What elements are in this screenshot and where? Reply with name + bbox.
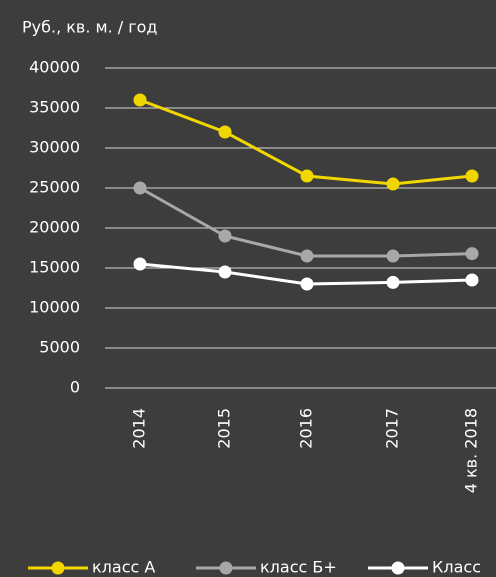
legend-marker <box>219 561 233 575</box>
legend-marker <box>391 561 405 575</box>
legend-marker <box>51 561 65 575</box>
y-axis-label: Руб., кв. м. / год <box>22 18 157 37</box>
x-tick-label: 2016 <box>297 408 316 449</box>
legend-label: класс А <box>92 558 155 577</box>
data-point <box>465 247 479 261</box>
y-tick-label: 35000 <box>29 98 80 117</box>
data-point <box>218 125 232 139</box>
legend-label: класс Б+ <box>260 558 337 577</box>
y-tick-label: 5000 <box>39 338 80 357</box>
y-tick-label: 0 <box>70 378 80 397</box>
y-tick-label: 25000 <box>29 178 80 197</box>
x-tick-label: 2014 <box>130 408 149 449</box>
y-tick-label: 30000 <box>29 138 80 157</box>
data-point <box>465 169 479 183</box>
x-tick-label: 2015 <box>215 408 234 449</box>
y-tick-label: 40000 <box>29 58 80 77</box>
data-point <box>300 169 314 183</box>
data-point <box>218 229 232 243</box>
data-point <box>386 275 400 289</box>
y-tick-label: 15000 <box>29 258 80 277</box>
data-point <box>300 249 314 263</box>
data-point <box>133 257 147 271</box>
data-point <box>133 181 147 195</box>
data-point <box>218 265 232 279</box>
legend-label: Класс <box>432 558 481 577</box>
data-point <box>300 277 314 291</box>
x-tick-label: 2017 <box>383 408 402 449</box>
data-point <box>133 93 147 107</box>
data-point <box>386 249 400 263</box>
data-point <box>386 177 400 191</box>
y-tick-label: 20000 <box>29 218 80 237</box>
y-tick-label: 10000 <box>29 298 80 317</box>
x-tick-label: 4 кв. 2018 <box>462 408 481 493</box>
data-point <box>465 273 479 287</box>
